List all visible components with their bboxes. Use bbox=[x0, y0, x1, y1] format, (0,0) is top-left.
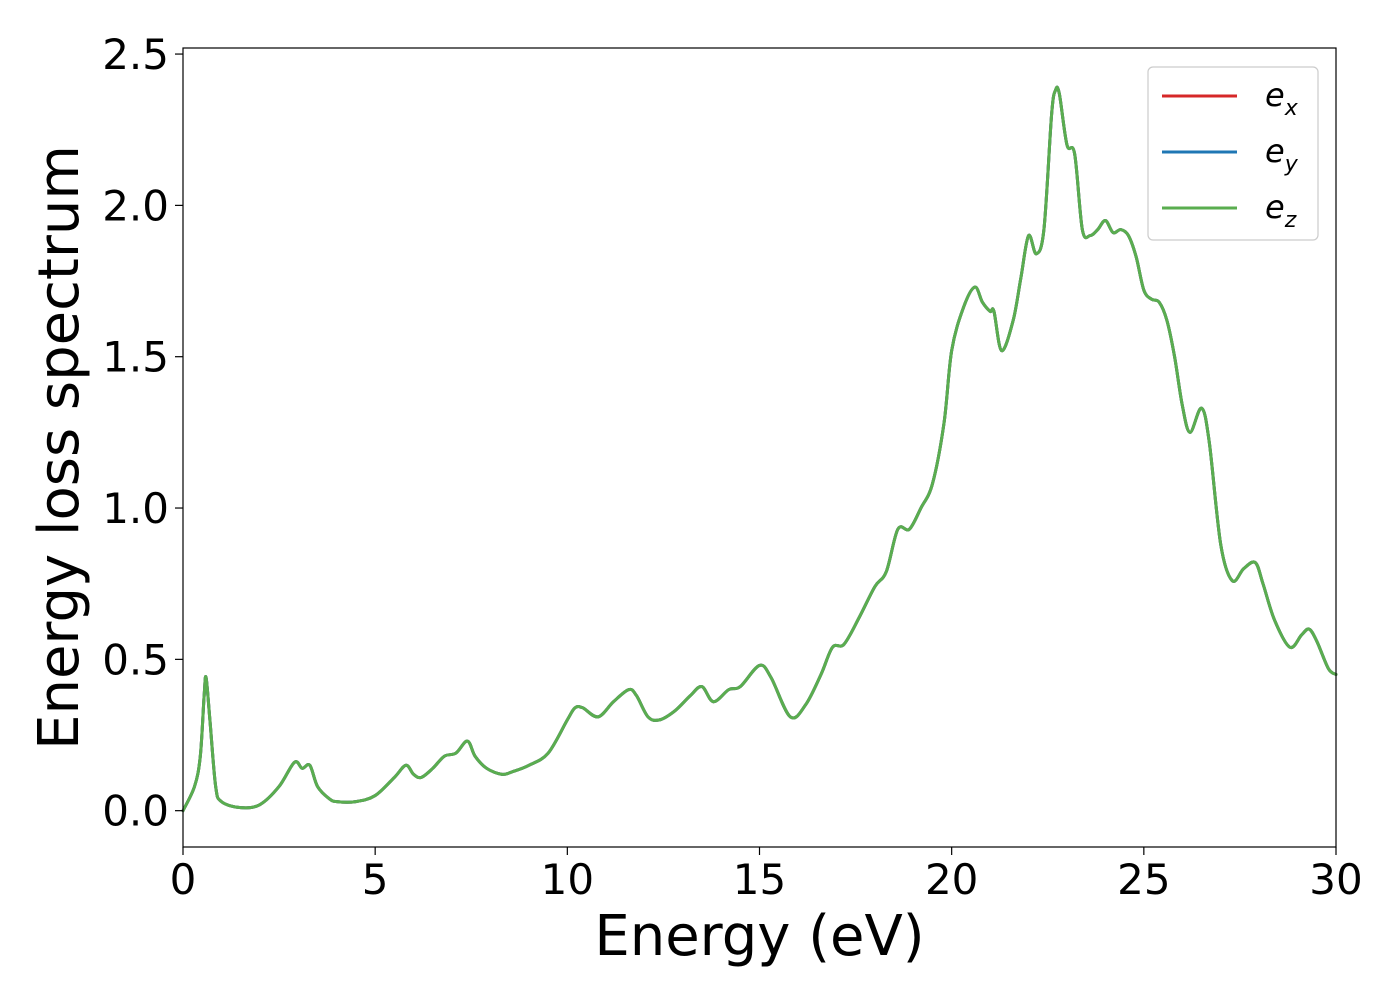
legend-label-base: e bbox=[1265, 76, 1285, 114]
legend-label-base: e bbox=[1265, 132, 1285, 170]
x-tick-label: 20 bbox=[925, 855, 978, 904]
y-axis-label: Energy loss spectrum bbox=[27, 145, 92, 750]
x-tick-label: 0 bbox=[170, 855, 197, 904]
y-tick-label: 1.0 bbox=[102, 484, 169, 533]
x-tick-label: 25 bbox=[1117, 855, 1170, 904]
x-tick-label: 15 bbox=[733, 855, 786, 904]
y-axis-ticks: 0.0 0.5 1.0 1.5 2.0 2.5 bbox=[102, 30, 183, 836]
legend-label-y: ey bbox=[1265, 132, 1299, 177]
series-layer bbox=[181, 85, 1338, 813]
y-tick-label: 1.5 bbox=[102, 333, 169, 382]
x-tick-label: 30 bbox=[1309, 855, 1362, 904]
y-tick-label: 0.0 bbox=[102, 787, 169, 836]
legend-label-z: ez bbox=[1265, 188, 1297, 233]
legend-label-subscript: x bbox=[1284, 96, 1299, 121]
y-tick-label: 2.5 bbox=[102, 30, 169, 79]
x-tick-label: 10 bbox=[541, 855, 594, 904]
legend-label-subscript: z bbox=[1284, 208, 1297, 233]
x-axis-label: Energy (eV) bbox=[594, 904, 924, 969]
legend-label-base: e bbox=[1265, 188, 1285, 226]
legend-label-x: ex bbox=[1265, 76, 1299, 121]
series-line-z bbox=[181, 85, 1338, 813]
legend-label-subscript: y bbox=[1284, 152, 1299, 177]
y-tick-label: 2.0 bbox=[102, 181, 169, 230]
y-tick-label: 0.5 bbox=[102, 635, 169, 684]
x-axis-ticks: 0 5 10 15 20 25 30 bbox=[170, 847, 1363, 904]
x-tick-label: 5 bbox=[362, 855, 389, 904]
